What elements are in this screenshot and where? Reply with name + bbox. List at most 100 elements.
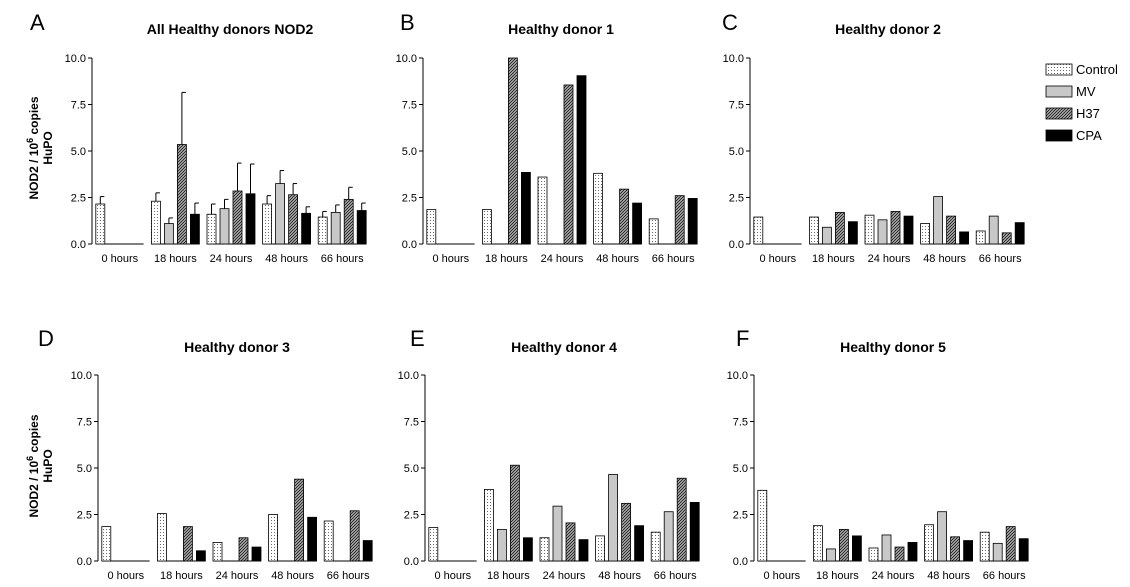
bar-b-cpa-18-hours [521,171,531,245]
bar-d-control-66-hours [323,520,334,562]
bar-e-control-48-hours [595,535,605,562]
bar-a-h37-18-hours [176,144,187,245]
bar-c-control-0-hours [753,216,764,245]
bar-d-h37-24-hours [238,537,249,562]
legend-item-mv: MV [1045,84,1096,99]
x-tick-label-d-2: 24 hours [216,570,259,582]
x-tick-label-c-1: 18 hours [812,253,855,265]
bar-a-mv-48-hours [275,183,286,245]
bar-d-cpa-24-hours [251,546,262,562]
bar-d-control-24-hours [212,542,223,562]
y-tick-label-a-1: 2.5 [71,193,86,205]
y-tick-label-e-1: 2.5 [404,510,419,522]
x-tick-label-a-1: 18 hours [154,253,197,265]
bar-a-mv-66-hours [330,211,341,245]
x-tick-label-b-0: 0 hours [432,253,469,265]
bar-c-h37-66-hours [1001,232,1012,245]
x-tick-label-d-0: 0 hours [107,570,144,582]
bar-c-control-66-hours [975,230,986,245]
x-tick-label-d-1: 18 hours [160,570,203,582]
panel-e: E Healthy donor 4 0.0 2.5 5.0 7.5 10.0 0 hours 1… [398,326,700,582]
bar-a-h37-66-hours [343,198,354,245]
y-tick-label-f-1: 2.5 [733,510,748,522]
x-tick-label-e-1: 18 hours [487,570,530,582]
bar-d-cpa-66-hours [362,540,373,562]
x-tick-label-b-2: 24 hours [541,253,584,265]
y-tick-label-e-4: 10.0 [398,370,419,382]
y-tick-label-b-4: 10.0 [396,53,417,65]
bar-b-cpa-66-hours [687,198,698,245]
y-tick-label-b-1: 2.5 [402,193,417,205]
panel-letter-d: D [38,326,54,351]
legend-label-h37: H37 [1076,106,1100,121]
y-tick-label-a-0: 0.0 [71,239,86,251]
y-tick-label-b-0: 0.0 [402,239,417,251]
bar-c-mv-66-hours [988,215,999,245]
y-tick-label-e-0: 0.0 [404,556,419,568]
y-tick-label-c-3: 7.5 [729,100,744,112]
x-tick-label-f-4: 66 hours [983,570,1026,582]
panel-title-f: Healthy donor 5 [840,339,946,355]
panel-d: D Healthy donor 3 0.0 2.5 5.0 7.5 10.0 0 hours 1… [38,326,373,582]
bar-e-h37-48-hours [621,502,631,562]
y-axis-label-bottom-line2: HuPO [41,449,55,482]
bar-d-h37-18-hours [182,526,193,562]
x-tick-label-c-3: 48 hours [923,253,966,265]
y-tick-label-e-3: 7.5 [404,417,419,429]
bar-f-h37-24-hours [894,546,905,562]
bar-c-cpa-48-hours [959,231,969,245]
y-tick-label-e-2: 5.0 [404,463,419,475]
y-tick-label-c-4: 10.0 [723,53,744,65]
bar-a-control-66-hours [317,216,328,245]
bar-b-h37-66-hours [674,195,685,245]
legend-label-control: Control [1076,62,1118,77]
legend-swatch-h37 [1045,107,1073,120]
bar-f-cpa-66-hours [1018,538,1029,562]
bar-f-mv-48-hours [937,511,947,562]
x-tick-label-c-0: 0 hours [759,253,796,265]
bar-f-control-66-hours [979,531,990,562]
bar-c-control-24-hours [864,214,875,245]
bar-e-h37-18-hours [509,464,520,562]
y-tick-label-c-0: 0.0 [729,239,744,251]
bar-d-control-48-hours [268,514,279,562]
legend-swatch-control [1045,63,1073,76]
x-tick-label-b-1: 18 hours [485,253,528,265]
bar-d-h37-48-hours [294,478,305,562]
panel-c: C Healthy donor 2 0.0 2.5 5.0 7.5 10.0 0 hours 1… [722,10,1025,265]
bar-a-cpa-18-hours [189,213,200,245]
y-axis-label-top-line2: HuPO [41,131,55,164]
x-tick-label-a-3: 48 hours [265,253,308,265]
bar-c-cpa-24-hours [903,215,914,245]
bar-c-h37-48-hours [946,215,956,245]
bar-e-cpa-24-hours [578,539,589,562]
bar-b-cpa-24-hours [576,75,587,245]
bar-f-mv-24-hours [881,534,892,562]
bar-d-cpa-18-hours [195,550,206,562]
y-tick-label-d-0: 0.0 [77,556,92,568]
y-tick-label-a-3: 7.5 [71,100,86,112]
legend-item-control: Control [1045,62,1118,77]
panel-letter-f: F [736,326,749,351]
y-tick-label-d-2: 5.0 [77,463,92,475]
bar-a-h37-24-hours [232,190,243,245]
y-axis-label-top: NOD2 / 106 copies [25,96,41,199]
y-tick-label-f-0: 0.0 [733,556,748,568]
bar-e-h37-66-hours [676,477,687,562]
bar-e-control-24-hours [539,537,550,562]
legend: Control MV H37 CPA [1045,62,1118,143]
panel-title-e: Healthy donor 4 [511,339,617,355]
bar-a-control-24-hours [206,213,217,245]
bar-f-control-0-hours [757,489,768,562]
bar-f-h37-18-hours [839,528,849,562]
bar-b-h37-48-hours [619,188,629,245]
x-tick-label-a-4: 66 hours [321,253,364,265]
bar-d-h37-66-hours [349,510,360,562]
x-tick-label-a-0: 0 hours [101,253,138,265]
x-tick-label-f-0: 0 hours [763,570,800,582]
bar-a-cpa-48-hours [301,212,312,245]
y-tick-label-d-4: 10.0 [71,370,92,382]
y-tick-label-d-3: 7.5 [77,417,92,429]
bar-b-control-66-hours [648,218,659,245]
